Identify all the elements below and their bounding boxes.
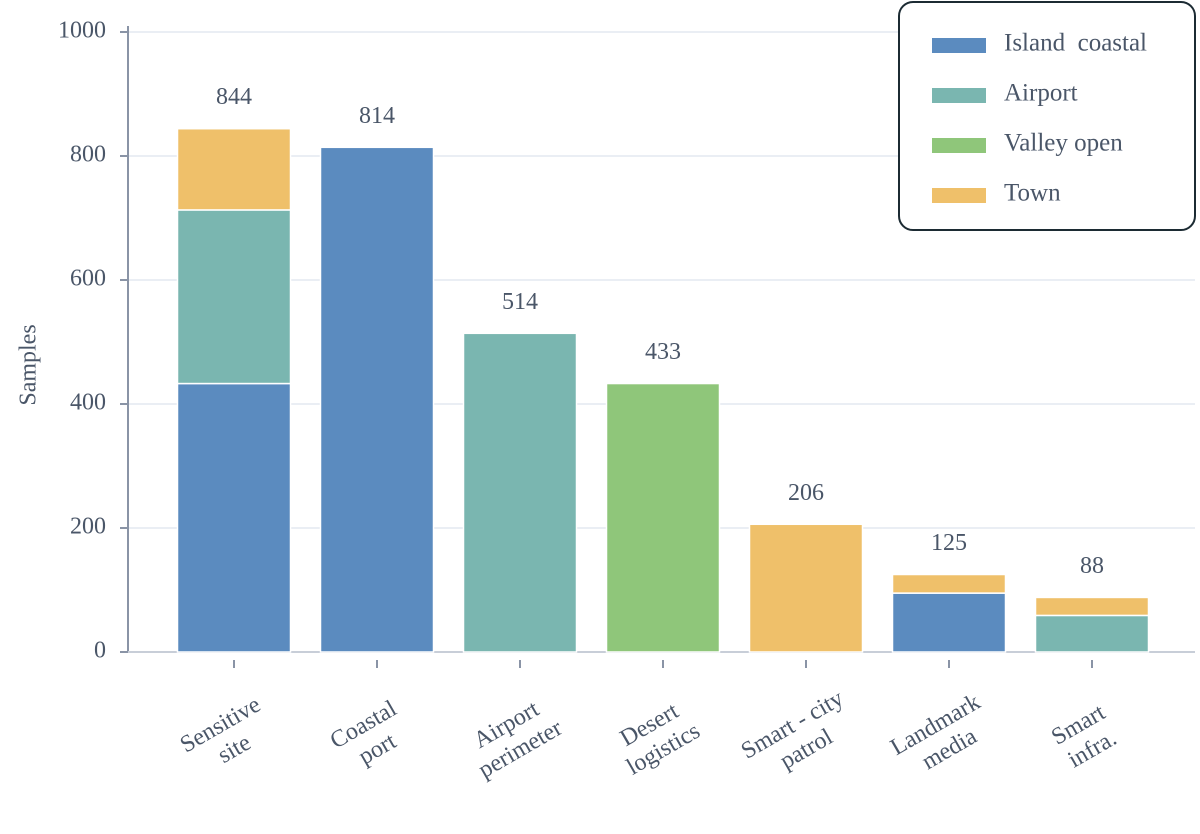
x-tick-label: Smart - citypatrol — [737, 685, 862, 788]
y-axis-label: Samples — [16, 324, 42, 405]
bar-segment — [462, 332, 578, 653]
bar-segment — [891, 573, 1007, 594]
bar-segment — [176, 209, 292, 385]
y-tick-label: 400 — [70, 390, 106, 416]
legend-swatch — [932, 88, 986, 103]
y-tick-label: 200 — [70, 514, 106, 540]
x-tick-label: Coastalport — [326, 695, 416, 778]
bar-segment — [891, 592, 1007, 653]
total-label: 844 — [216, 84, 252, 110]
total-label: 125 — [931, 530, 967, 556]
bar-segment — [748, 523, 864, 653]
legend-label: Valley open — [1004, 130, 1123, 157]
x-tick-label: Sensitivesite — [176, 691, 279, 782]
total-label: 514 — [502, 289, 538, 315]
legend-swatch — [932, 188, 986, 203]
x-tick-label: Airportperimeter — [460, 690, 567, 783]
bar-segment — [319, 146, 435, 653]
bar-segment — [605, 382, 721, 653]
legend-box — [898, 1, 1196, 231]
legend-swatch — [932, 138, 986, 153]
y-tick-label: 0 — [94, 638, 106, 664]
legend-swatch — [932, 38, 986, 53]
bar-segment — [1034, 614, 1150, 653]
x-tick-label: Landmarkmedia — [886, 689, 998, 785]
total-label: 814 — [359, 103, 395, 129]
legend-label: Island coastal — [1004, 30, 1147, 57]
x-tick-label: Smartinfra. — [1047, 699, 1124, 775]
legend-label: Town — [1004, 180, 1061, 207]
bar-segment — [1034, 596, 1150, 617]
legend: Island coastal Airport Valley open Town — [898, 1, 1196, 231]
y-tick-label: 1000 — [58, 18, 106, 44]
legend-label: Airport — [1004, 80, 1078, 107]
y-tick-label: 800 — [70, 142, 106, 168]
bar-segment — [176, 127, 292, 211]
y-tick-label: 600 — [70, 266, 106, 292]
total-label: 206 — [788, 480, 824, 506]
total-label: 88 — [1080, 553, 1104, 579]
total-label: 433 — [645, 339, 681, 365]
bar-segment — [176, 382, 292, 653]
x-tick-label: Desertlogistics — [608, 693, 704, 780]
